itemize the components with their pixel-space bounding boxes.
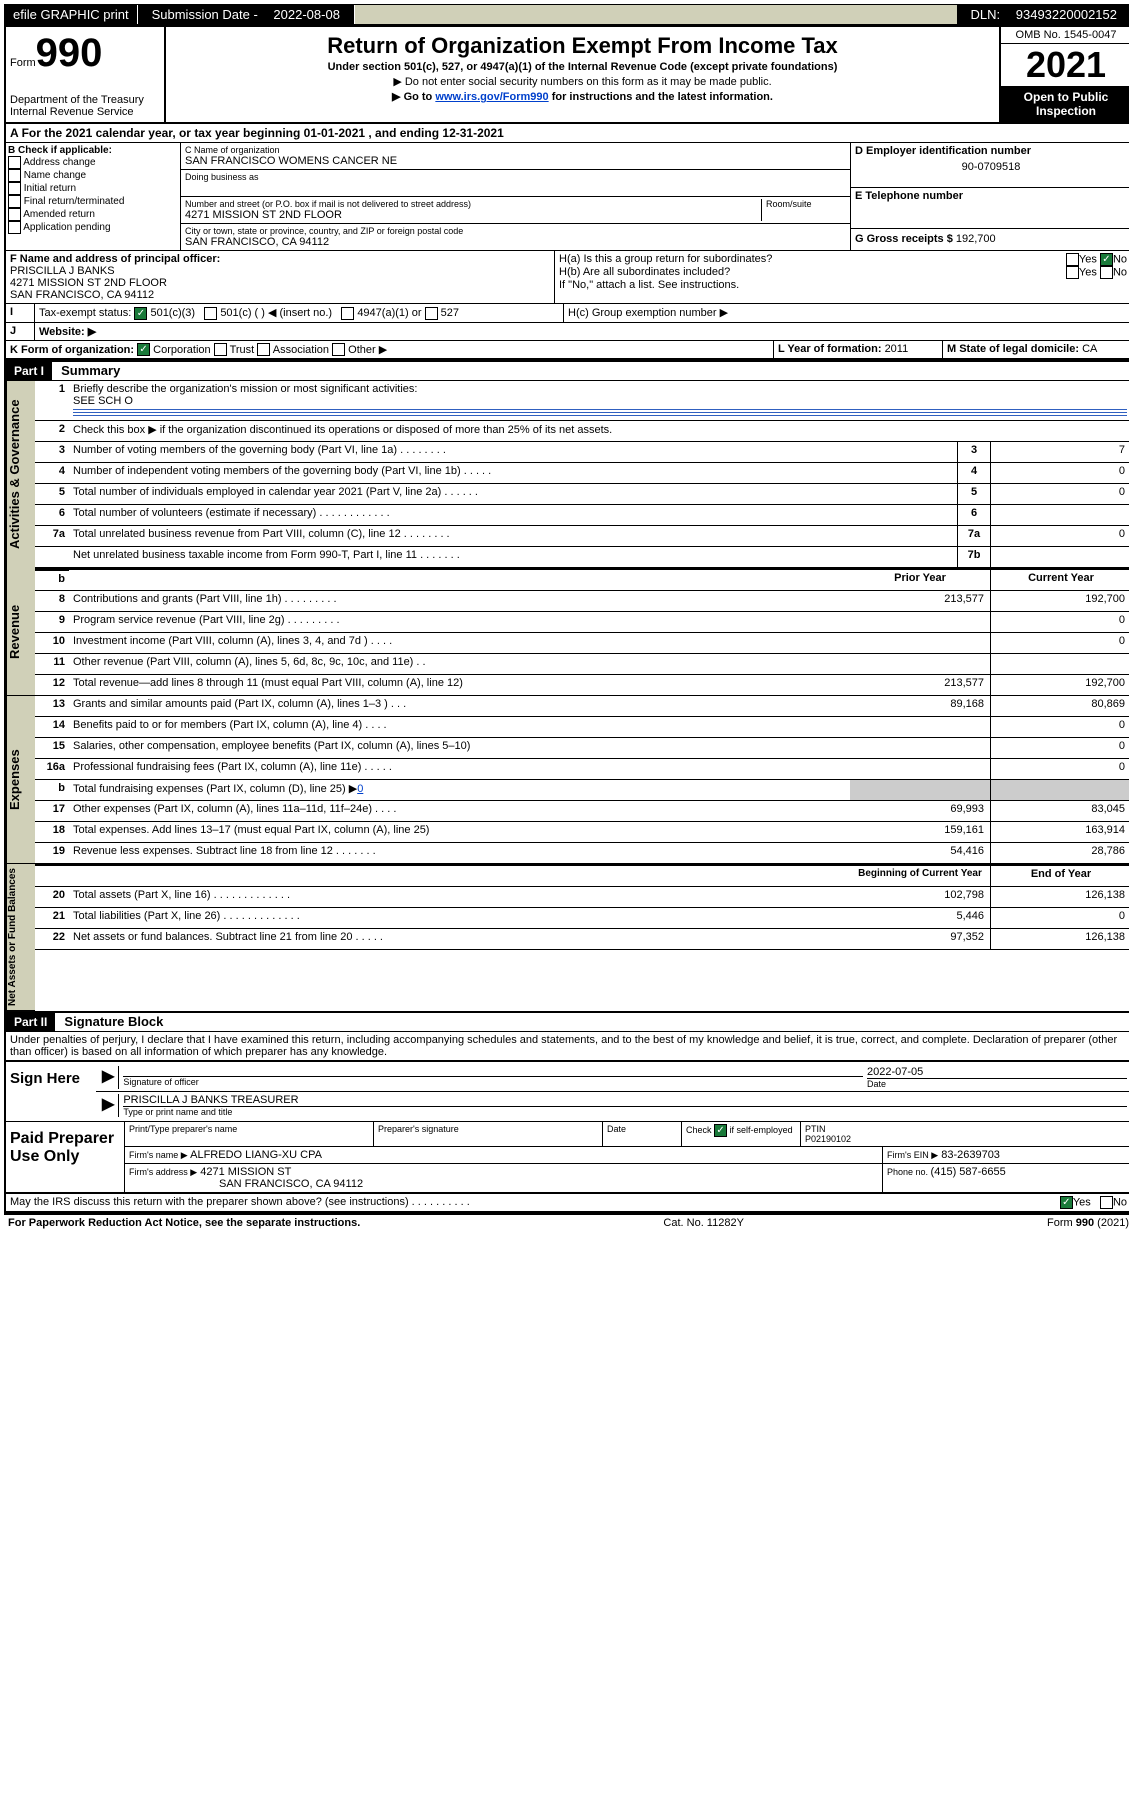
- irs-label: Internal Revenue Service: [10, 106, 160, 118]
- form-number-box: Form990 Department of the Treasury Inter…: [6, 27, 166, 122]
- 527-checkbox[interactable]: [425, 307, 438, 320]
- row-hc: H(c) Group exemption number ▶: [564, 304, 1129, 322]
- efile-button[interactable]: efile GRAPHIC print: [5, 5, 138, 24]
- amended-return-checkbox[interactable]: [8, 208, 21, 221]
- part-ii-header: Part II: [6, 1013, 55, 1031]
- org-street: 4271 MISSION ST 2ND FLOOR: [185, 209, 761, 221]
- org-city: SAN FRANCISCO, CA 94112: [185, 236, 846, 248]
- paid-preparer-block: Paid Preparer Use Only Print/Type prepar…: [6, 1122, 1129, 1194]
- ein: 90-0709518: [855, 157, 1127, 173]
- side-governance: Activities & Governance: [6, 381, 35, 568]
- final-return-checkbox[interactable]: [8, 195, 21, 208]
- row-k: K Form of organization: ✓ Corporation Tr…: [6, 341, 774, 359]
- side-netassets: Net Assets or Fund Balances: [6, 864, 35, 1011]
- header-right: OMB No. 1545-0047 2021 Open to Public In…: [999, 27, 1129, 122]
- officer-name: PRISCILLA J BANKS TREASURER: [123, 1094, 1127, 1106]
- submission-button[interactable]: Submission Date - 2022-08-08: [138, 5, 355, 24]
- corporation-checkbox[interactable]: ✓: [137, 343, 150, 356]
- association-checkbox[interactable]: [257, 343, 270, 356]
- page-footer: For Paperwork Reduction Act Notice, see …: [4, 1215, 1129, 1231]
- discuss-yes-checkbox[interactable]: ✓: [1060, 1196, 1073, 1209]
- tax-year: 2021: [1001, 44, 1129, 86]
- 501c-checkbox[interactable]: [204, 307, 217, 320]
- form-number: 990: [36, 31, 103, 75]
- form-990: Form990 Department of the Treasury Inter…: [4, 25, 1129, 1215]
- arrow-icon: ▶: [98, 1066, 118, 1089]
- firm-phone: (415) 587-6655: [931, 1166, 1006, 1178]
- application-pending-checkbox[interactable]: [8, 221, 21, 234]
- box-b: B Check if applicable: Address change Na…: [6, 143, 181, 250]
- self-employed-checkbox[interactable]: ✓: [714, 1124, 727, 1137]
- box-h: H(a) Is this a group return for subordin…: [555, 251, 1129, 303]
- arrow-icon: ▶: [98, 1094, 118, 1117]
- box-f: F Name and address of principal officer:…: [6, 251, 555, 303]
- omb-number: OMB No. 1545-0047: [1001, 27, 1129, 44]
- box-de: D Employer identification number 90-0709…: [851, 143, 1129, 250]
- gross-receipts: 192,700: [956, 233, 996, 245]
- irs-link[interactable]: www.irs.gov/Form990: [435, 91, 548, 103]
- initial-return-checkbox[interactable]: [8, 182, 21, 195]
- ha-yes-checkbox[interactable]: [1066, 253, 1079, 266]
- part-i-header: Part I: [6, 362, 52, 380]
- row-m: M State of legal domicile: CA: [943, 341, 1129, 359]
- 501c3-checkbox[interactable]: ✓: [134, 307, 147, 320]
- top-bar: efile GRAPHIC print Submission Date - 20…: [4, 4, 1129, 25]
- sign-here-block: Sign Here ▶ Signature of officer 2022-07…: [6, 1060, 1129, 1122]
- firm-ein: 83-2639703: [941, 1149, 1000, 1161]
- box-c: C Name of organization SAN FRANCISCO WOM…: [181, 143, 851, 250]
- row-a-tax-year: A For the 2021 calendar year, or tax yea…: [6, 124, 1129, 143]
- discuss-no-checkbox[interactable]: [1100, 1196, 1113, 1209]
- row-l: L Year of formation: 2011: [774, 341, 943, 359]
- open-to-public: Open to Public Inspection: [1001, 86, 1129, 122]
- form-title: Return of Organization Exempt From Incom…: [170, 33, 995, 59]
- ptin: P02190102: [805, 1134, 851, 1144]
- row-i: Tax-exempt status: ✓ 501(c)(3) 501(c) ( …: [35, 304, 564, 322]
- dept-treasury: Department of the Treasury: [10, 94, 160, 106]
- name-change-checkbox[interactable]: [8, 169, 21, 182]
- row-j: Website: ▶: [35, 323, 1129, 340]
- 4947-checkbox[interactable]: [341, 307, 354, 320]
- hb-no-checkbox[interactable]: [1100, 266, 1113, 279]
- penalty-text: Under penalties of perjury, I declare th…: [6, 1031, 1129, 1060]
- trust-checkbox[interactable]: [214, 343, 227, 356]
- header-center: Return of Organization Exempt From Incom…: [166, 27, 999, 122]
- dln-display: DLN: 93493220002152: [957, 5, 1129, 24]
- hb-yes-checkbox[interactable]: [1066, 266, 1079, 279]
- address-change-checkbox[interactable]: [8, 156, 21, 169]
- fundraising-link[interactable]: 0: [357, 783, 363, 795]
- sign-date: 2022-07-05: [867, 1066, 1127, 1078]
- other-checkbox[interactable]: [332, 343, 345, 356]
- org-name: SAN FRANCISCO WOMENS CANCER NE: [185, 155, 846, 167]
- side-expenses: Expenses: [6, 696, 35, 864]
- firm-name: ALFREDO LIANG-XU CPA: [190, 1149, 322, 1161]
- side-revenue: Revenue: [6, 568, 35, 696]
- ha-no-checkbox[interactable]: ✓: [1100, 253, 1113, 266]
